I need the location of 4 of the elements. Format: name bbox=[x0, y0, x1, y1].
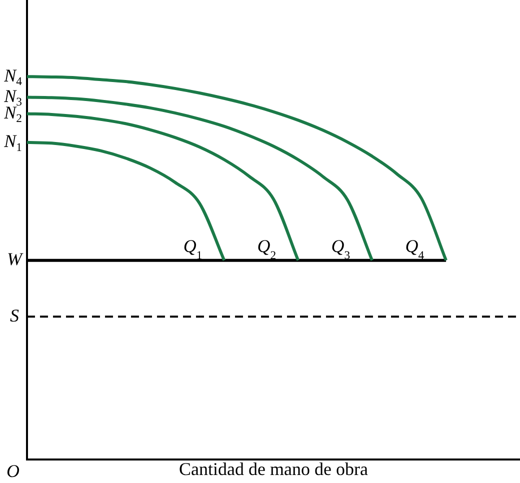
series-label: W bbox=[7, 249, 24, 270]
text: O bbox=[6, 461, 20, 482]
x-axis-title: Cantidad de mano de obra bbox=[179, 458, 368, 479]
ref-line-label: S bbox=[10, 305, 19, 326]
